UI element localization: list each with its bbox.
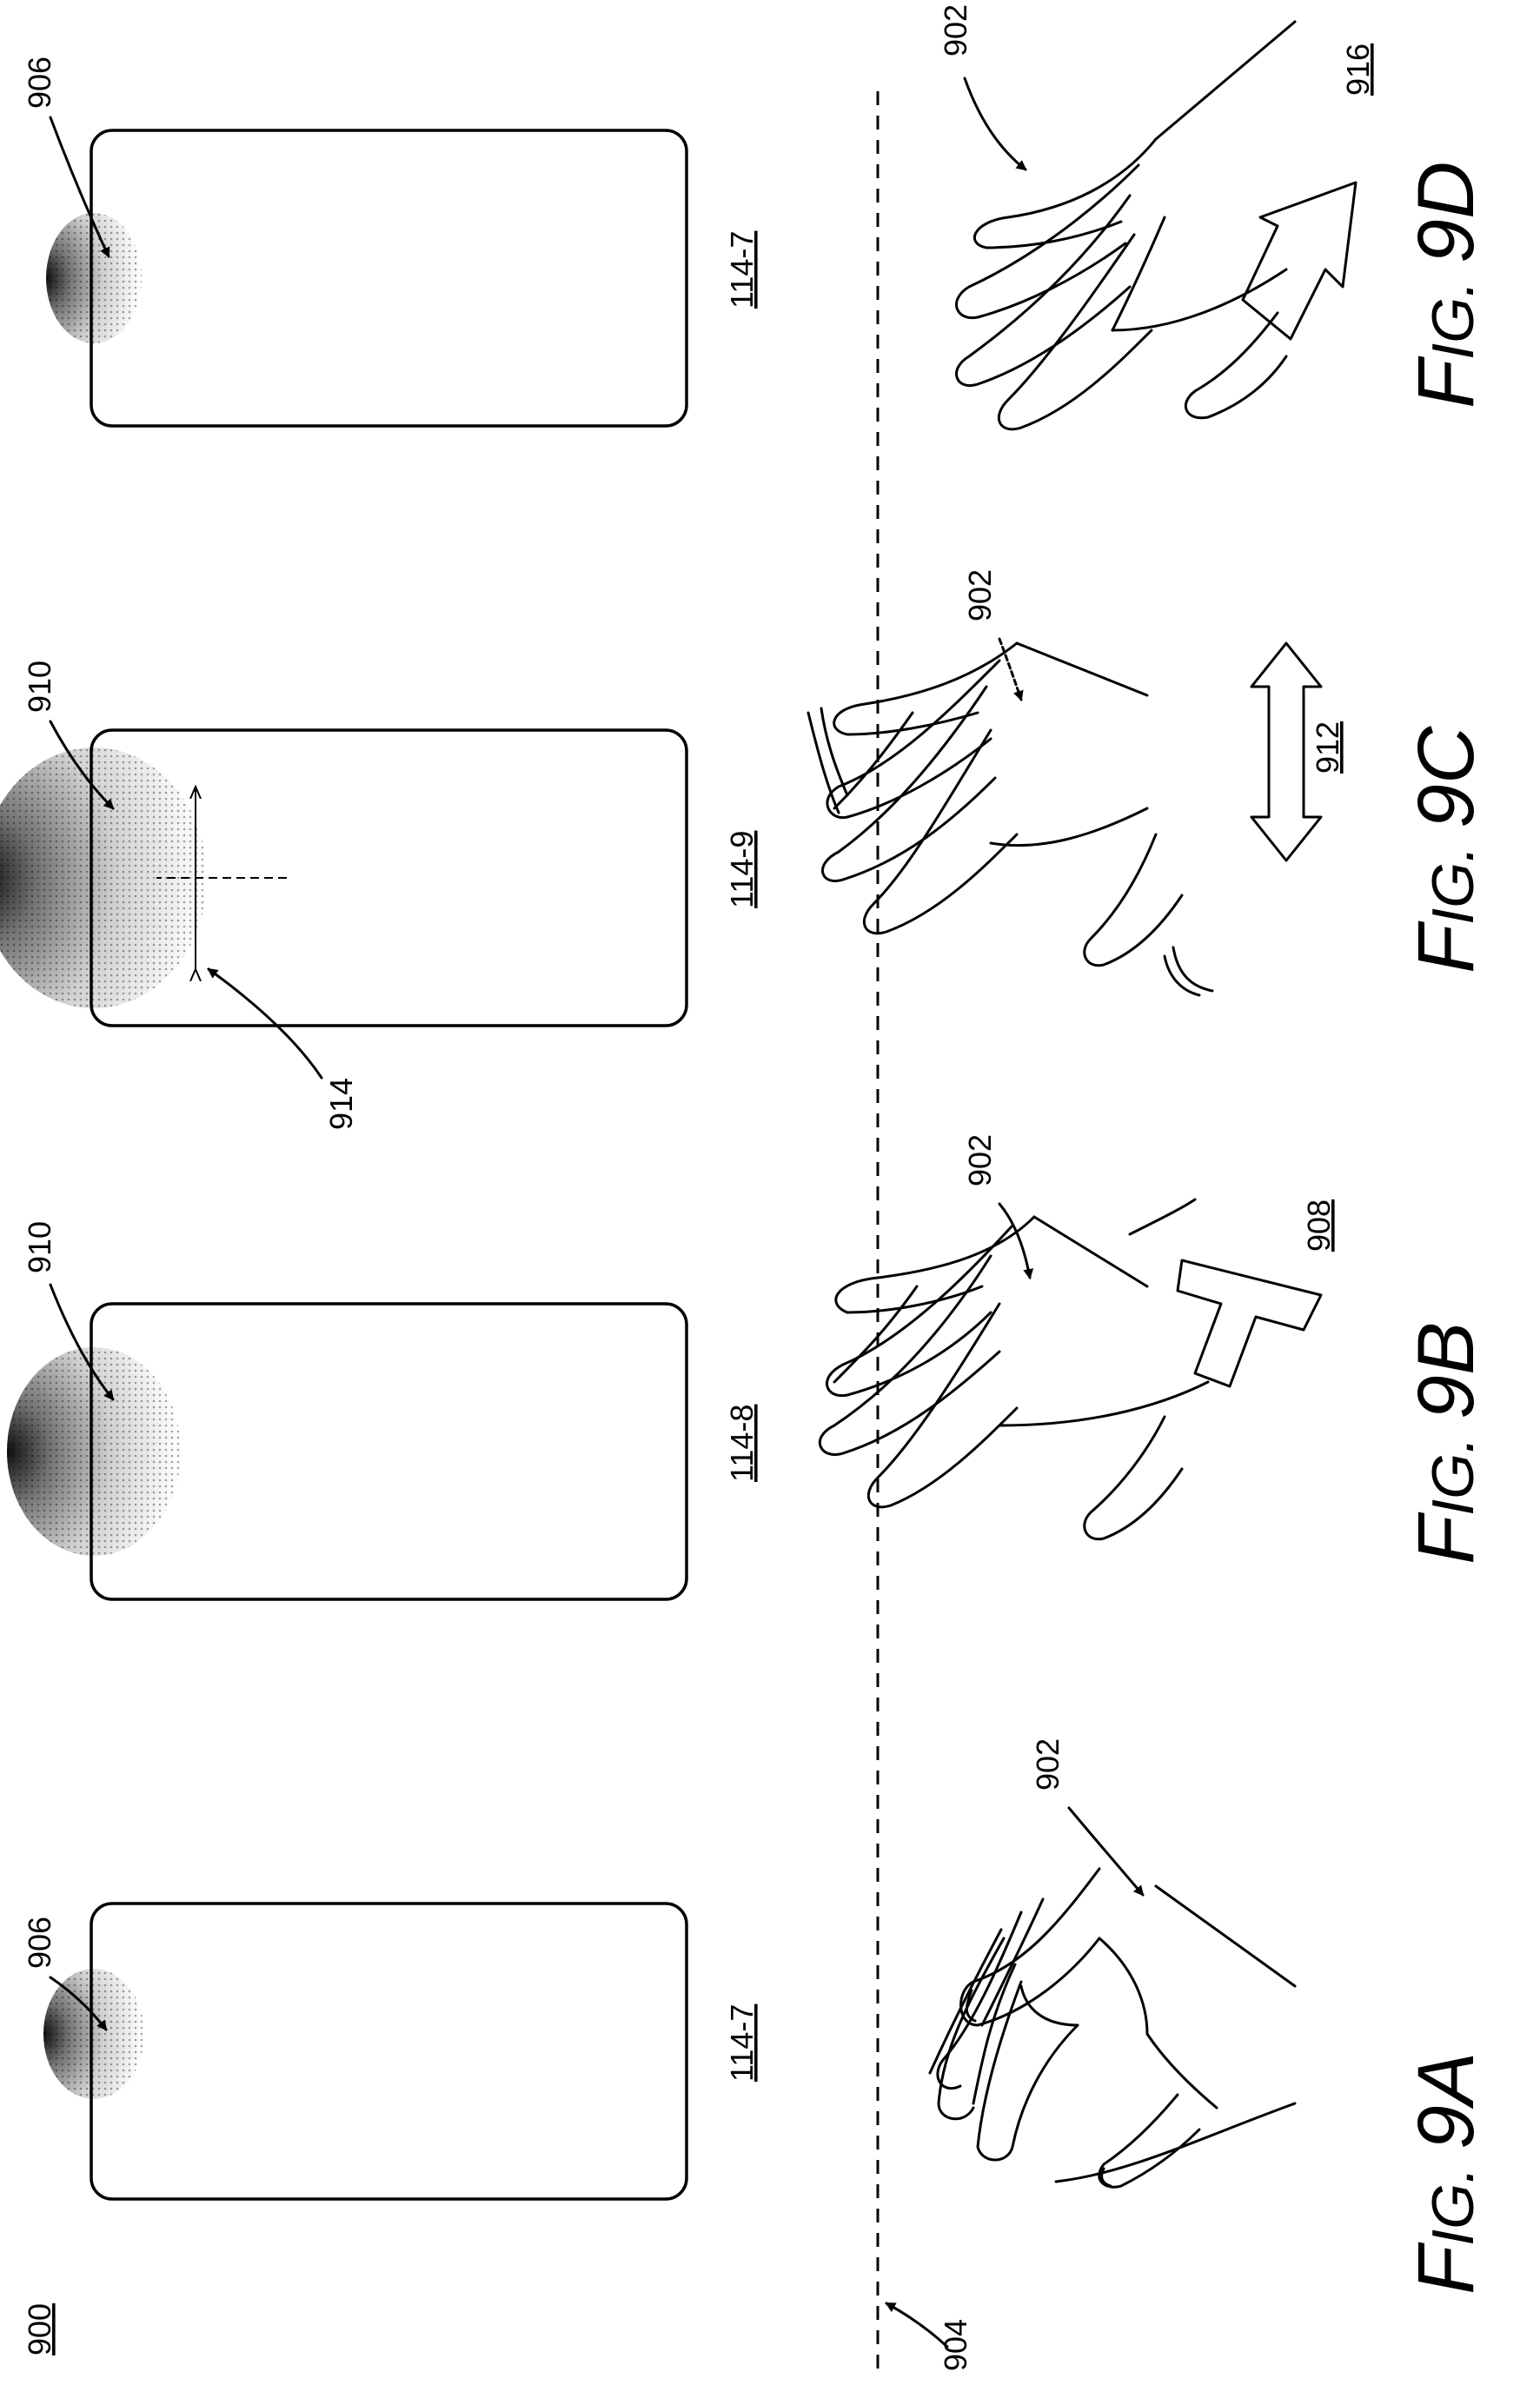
panel-9c: 114-9 910 914 902 912 FIG.9C [0, 569, 1490, 1130]
caption-9d: FIG.9D [1402, 162, 1490, 409]
hand-label-9d: 902 [938, 4, 973, 56]
hand-label-9b: 902 [962, 1134, 998, 1186]
hand-label-9c: 902 [962, 569, 998, 621]
panel-9a: 114-7 906 904 902 FIG.9A [22, 1738, 1490, 2371]
motion-arrow-9b [1178, 1260, 1321, 1386]
arrow-label-9c: 912 [1310, 721, 1345, 774]
plane-label-9a: 904 [938, 2319, 973, 2371]
caption-9c: FIG.9C [1402, 726, 1490, 973]
hand-label-9a: 902 [1030, 1738, 1065, 1791]
device-9a [91, 1904, 687, 2199]
arrow-label-9b: 908 [1301, 1199, 1337, 1252]
motion-arrow-9d [1243, 183, 1356, 339]
glow-label-9d: 906 [22, 56, 57, 109]
radar-field-dots-9b [7, 1347, 181, 1556]
glow-label-9a: 906 [22, 1917, 57, 1969]
figure-number: 900 [22, 2303, 57, 2355]
device-9d [91, 130, 687, 426]
glow-label-9c: 910 [22, 661, 57, 713]
caption-9b: FIG.9B [1402, 1322, 1490, 1565]
device-label-9c: 114-9 [724, 831, 760, 908]
arrow-label-9d: 916 [1340, 43, 1376, 96]
radar-field-dots-9d [46, 213, 142, 343]
hand-leader-9a [1069, 1808, 1143, 1895]
hand-9c [808, 643, 1212, 995]
caption-9a: FIG.9A [1402, 2052, 1490, 2295]
hand-leader-9d [965, 78, 1026, 169]
hand-9a [930, 1869, 1295, 2187]
glow-label-9b: 910 [22, 1221, 57, 1273]
radar-field-dots-9a [43, 1969, 144, 2099]
panel-9b: 114-8 910 902 908 FIG.9B [7, 1134, 1490, 1599]
device-label-9d: 114-7 [724, 231, 760, 309]
hand-9d [957, 22, 1295, 429]
panel-9d: 114-7 906 902 916 FIG.9D [22, 4, 1490, 429]
indicator-label-9c: 914 [323, 1078, 359, 1130]
device-label-9a: 114-7 [724, 2004, 760, 2082]
device-label-9b: 114-8 [724, 1405, 760, 1482]
